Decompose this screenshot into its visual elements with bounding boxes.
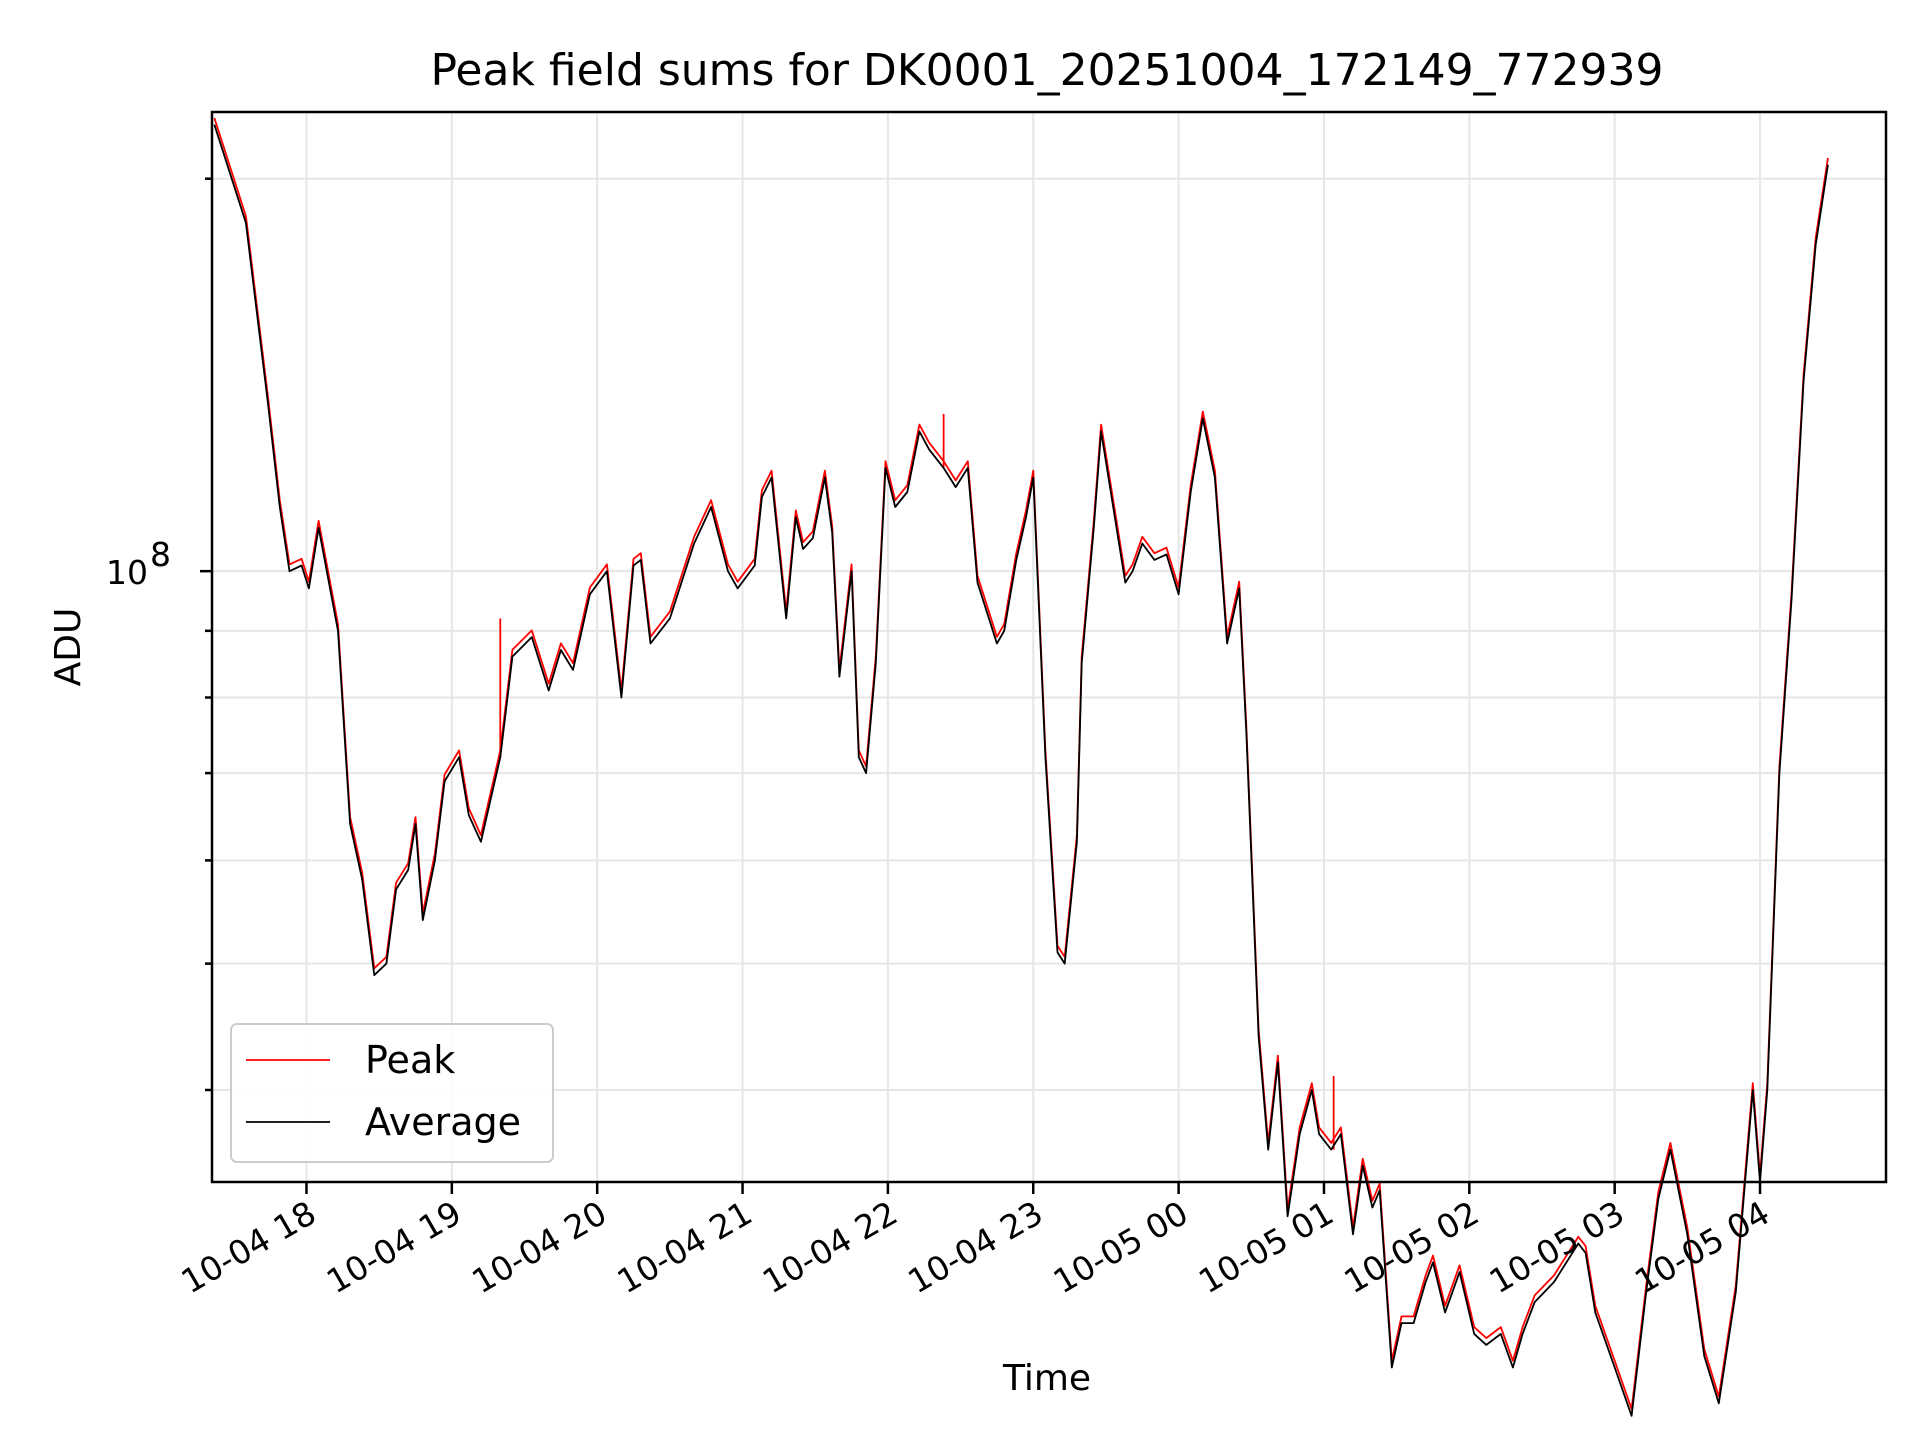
series-average-line: [213, 124, 1829, 1417]
x-tick-label: 10-04 23: [901, 1193, 1049, 1301]
plot-frame: [210, 110, 1888, 1184]
legend-average-label: Average: [365, 1100, 521, 1144]
y-axis-label: ADU: [48, 608, 89, 687]
legend-box: [230, 1023, 554, 1163]
y-tick-label: 10: [106, 553, 148, 592]
x-tick-label: 10-04 20: [465, 1193, 613, 1301]
y-axis: 10 8: [106, 177, 212, 1092]
series-layer: [213, 117, 1829, 1417]
x-tick-label: 10-05 00: [1047, 1193, 1195, 1301]
x-tick-label: 10-05 03: [1483, 1193, 1631, 1301]
chart-title: Peak field sums for DK0001_20251004_1721…: [430, 45, 1663, 96]
legend-peak-label: Peak: [365, 1038, 455, 1082]
x-tick-label: 10-04 22: [756, 1193, 904, 1301]
x-tick-label: 10-04 18: [174, 1193, 322, 1301]
x-tick-label: 10-04 19: [320, 1193, 468, 1301]
x-tick-label: 10-04 21: [611, 1193, 759, 1301]
x-axis-label: Time: [1002, 1358, 1091, 1399]
legend: Peak Average: [230, 1023, 554, 1163]
x-tick-label: 10-05 01: [1192, 1193, 1340, 1301]
x-tick-label: 10-05 04: [1628, 1193, 1776, 1301]
grid: [212, 112, 1886, 1182]
y-tick-label-exponent: 8: [150, 535, 171, 574]
